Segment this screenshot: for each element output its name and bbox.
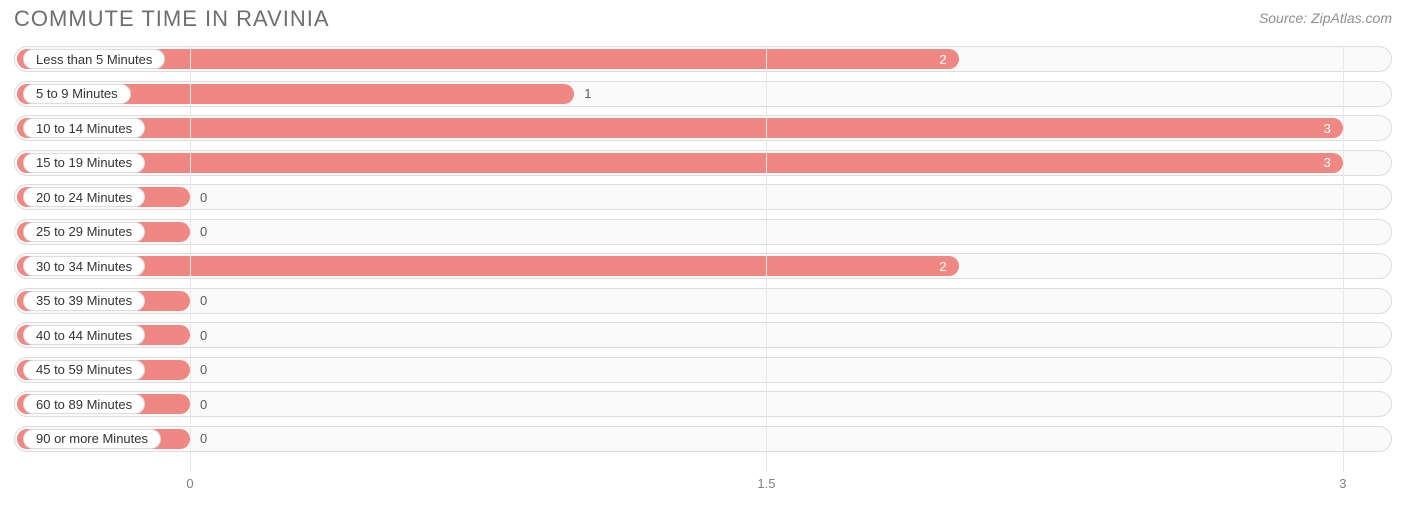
bar-row: 35 to 39 Minutes 0 [14,288,1392,314]
bar-row: 20 to 24 Minutes 0 [14,184,1392,210]
x-tick: 0 [186,476,193,491]
category-pill: 40 to 44 Minutes [23,325,145,345]
category-pill: 5 to 9 Minutes [23,84,131,104]
bar [17,153,1343,173]
gridline [1343,46,1344,472]
bar-row: 45 to 59 Minutes 0 [14,357,1392,383]
x-axis: 01.53 [14,476,1392,506]
bar-row: 40 to 44 Minutes 0 [14,322,1392,348]
bar-chart: Less than 5 Minutes 2 5 to 9 Minutes 1 10 to… [14,46,1392,472]
category-pill: 10 to 14 Minutes [23,118,145,138]
bar-value-outside: 0 [200,357,207,383]
bar-value-outside: 0 [200,322,207,348]
bar-value-inside: 3 [1324,115,1331,141]
bar-row: Less than 5 Minutes 2 [14,46,1392,72]
bar-row: 60 to 89 Minutes 0 [14,391,1392,417]
category-pill: 15 to 19 Minutes [23,153,145,173]
bar-value-outside: 1 [584,81,591,107]
category-pill: 30 to 34 Minutes [23,256,145,276]
bar-row: 10 to 14 Minutes 3 [14,115,1392,141]
x-tick: 3 [1339,476,1346,491]
bar-row: 15 to 19 Minutes 3 [14,150,1392,176]
category-pill: 25 to 29 Minutes [23,222,145,242]
bar-track [14,184,1392,210]
bar-value-outside: 0 [200,391,207,417]
bar-value-outside: 0 [200,288,207,314]
bar-value-outside: 0 [200,426,207,452]
bar-row: 90 or more Minutes 0 [14,426,1392,452]
gridline [190,46,191,472]
category-pill: 35 to 39 Minutes [23,291,145,311]
chart-title: COMMUTE TIME IN RAVINIA [14,6,330,32]
bar-track [14,391,1392,417]
category-pill: 60 to 89 Minutes [23,394,145,414]
gridline [766,46,767,472]
category-pill: 20 to 24 Minutes [23,187,145,207]
chart-source: Source: ZipAtlas.com [1259,10,1392,26]
bar-row: 30 to 34 Minutes 2 [14,253,1392,279]
bar-track [14,357,1392,383]
bar-value-inside: 2 [939,253,946,279]
category-pill: Less than 5 Minutes [23,49,165,69]
x-tick: 1.5 [757,476,775,491]
bar-row: 5 to 9 Minutes 1 [14,81,1392,107]
bar-value-inside: 3 [1324,150,1331,176]
bar-value-inside: 2 [939,46,946,72]
bar-value-outside: 0 [200,184,207,210]
category-pill: 45 to 59 Minutes [23,360,145,380]
bar [17,256,959,276]
bar [17,118,1343,138]
bar-track [14,322,1392,348]
bar-row: 25 to 29 Minutes 0 [14,219,1392,245]
category-pill: 90 or more Minutes [23,429,161,449]
bar-track [14,219,1392,245]
bar-track [14,426,1392,452]
bar-value-outside: 0 [200,219,207,245]
bar-track [14,288,1392,314]
